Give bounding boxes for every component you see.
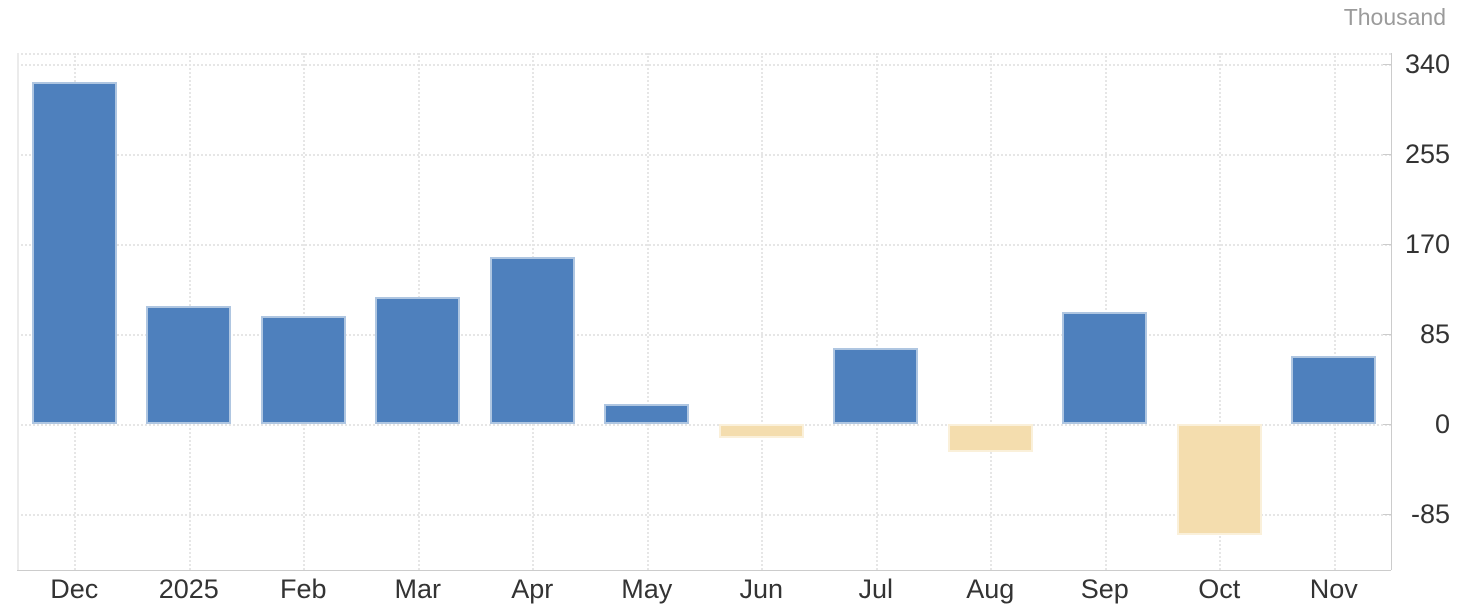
gridline-v-aug [990,53,993,570]
y-axis-label-0: 0 [1434,409,1450,439]
x-axis-label-dec: Dec [50,574,99,604]
y-axis-label-255: 255 [1404,139,1450,169]
bar-jun[interactable] [718,424,804,438]
bar-aug[interactable] [947,424,1033,452]
y-axis-label-85: 85 [1419,319,1450,349]
x-axis-label-oct: Oct [1198,574,1241,604]
gridline-h--85 [17,514,1391,516]
bar-2025[interactable] [146,306,232,424]
bar-sep[interactable] [1062,311,1148,424]
x-axis-label-may: May [621,574,673,604]
y-axis-label-170: 170 [1404,229,1450,259]
gridline-v-sep [1104,53,1107,570]
x-axis-label-sep: Sep [1080,574,1129,604]
bar-dec[interactable] [31,82,117,424]
bar-mar[interactable] [375,296,461,424]
bar-jul[interactable] [833,347,919,424]
bar-nov[interactable] [1291,356,1377,424]
gridline-h-85 [17,334,1391,336]
x-axis-label-aug: Aug [966,574,1015,604]
y-axis-tick [1383,334,1391,335]
gridline-h-255 [17,154,1391,156]
gridline-v-oct [1219,53,1222,570]
gridline-v-nov [1333,53,1336,570]
x-axis-line [17,570,1391,571]
y-axis-label-340: 340 [1404,49,1450,79]
x-axis-label-jul: Jul [858,574,893,604]
y-axis-tick [1383,514,1391,515]
gridline-h-340 [17,64,1391,66]
gridline-v-jul [875,53,878,570]
x-axis-label-apr: Apr [511,574,554,604]
x-axis-label-feb: Feb [279,574,327,604]
gridline-v-may [646,53,649,570]
y-axis-label--85: -85 [1410,499,1450,529]
gridline-v-jun [761,53,764,570]
gridline-v-feb [303,53,306,570]
y-axis-tick [1383,64,1391,65]
y-axis-tick [1383,154,1391,155]
x-axis-label-jun: Jun [739,574,784,604]
x-axis-label-mar: Mar [394,574,442,604]
plot-top-border [17,53,1391,55]
plot-left-border [17,53,19,570]
gridline-h-170 [17,244,1391,246]
x-axis-label-nov: Nov [1309,574,1358,604]
gridline-h-0 [17,424,1391,426]
y-axis-tick [1383,424,1391,425]
bar-oct[interactable] [1176,424,1262,536]
x-axis-label-2025: 2025 [158,574,219,604]
bar-may[interactable] [604,403,690,424]
y-axis-unit-label: Thousand [1343,4,1446,30]
bar-feb[interactable] [260,316,346,424]
y-axis-tick [1383,244,1391,245]
bar-apr[interactable] [489,256,575,424]
y-axis-line [1391,53,1392,570]
